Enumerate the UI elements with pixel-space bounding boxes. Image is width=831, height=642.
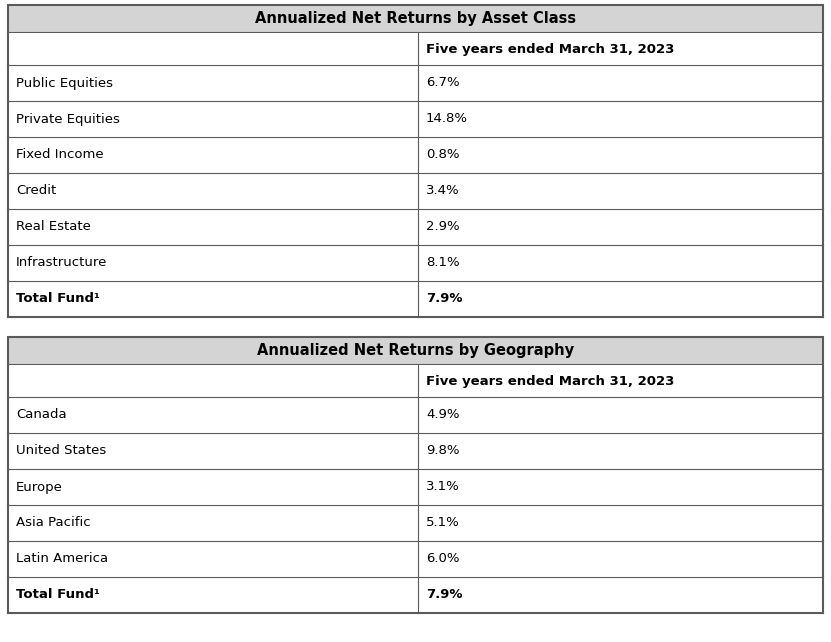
- Bar: [8, 469, 823, 505]
- Bar: [8, 577, 823, 613]
- Text: 14.8%: 14.8%: [426, 112, 468, 125]
- Bar: [8, 209, 823, 245]
- Text: Real Estate: Real Estate: [16, 220, 91, 234]
- Bar: [8, 397, 823, 433]
- Bar: [8, 337, 823, 365]
- Text: Infrastructure: Infrastructure: [16, 257, 107, 270]
- Text: 7.9%: 7.9%: [426, 293, 462, 306]
- Text: Annualized Net Returns by Geography: Annualized Net Returns by Geography: [257, 343, 574, 358]
- Text: Fixed Income: Fixed Income: [16, 148, 104, 162]
- Text: Total Fund¹: Total Fund¹: [16, 293, 100, 306]
- Bar: [8, 101, 823, 137]
- Bar: [8, 433, 823, 469]
- Bar: [8, 245, 823, 281]
- Text: 6.7%: 6.7%: [426, 76, 460, 89]
- Text: 3.4%: 3.4%: [426, 184, 460, 198]
- Text: 9.8%: 9.8%: [426, 444, 460, 458]
- Bar: [8, 5, 823, 33]
- Text: 0.8%: 0.8%: [426, 148, 460, 162]
- Text: Europe: Europe: [16, 480, 63, 494]
- Bar: [8, 541, 823, 577]
- Text: Private Equities: Private Equities: [16, 112, 120, 125]
- Text: 7.9%: 7.9%: [426, 589, 462, 602]
- Text: Canada: Canada: [16, 408, 66, 422]
- Text: 6.0%: 6.0%: [426, 553, 460, 566]
- Bar: [8, 505, 823, 541]
- Text: 2.9%: 2.9%: [426, 220, 460, 234]
- Bar: [8, 137, 823, 173]
- Text: 4.9%: 4.9%: [426, 408, 460, 422]
- Text: Public Equities: Public Equities: [16, 76, 113, 89]
- Text: Five years ended March 31, 2023: Five years ended March 31, 2023: [426, 374, 674, 388]
- Text: Five years ended March 31, 2023: Five years ended March 31, 2023: [426, 42, 674, 55]
- Bar: [8, 365, 823, 397]
- Text: Asia Pacific: Asia Pacific: [16, 517, 91, 530]
- Bar: [8, 281, 823, 317]
- Text: United States: United States: [16, 444, 106, 458]
- Bar: [8, 33, 823, 65]
- Text: Latin America: Latin America: [16, 553, 108, 566]
- Bar: [8, 173, 823, 209]
- Text: 5.1%: 5.1%: [426, 517, 460, 530]
- Text: 3.1%: 3.1%: [426, 480, 460, 494]
- Text: Credit: Credit: [16, 184, 57, 198]
- Text: 8.1%: 8.1%: [426, 257, 460, 270]
- Text: Total Fund¹: Total Fund¹: [16, 589, 100, 602]
- Bar: [8, 65, 823, 101]
- Text: Annualized Net Returns by Asset Class: Annualized Net Returns by Asset Class: [255, 12, 576, 26]
